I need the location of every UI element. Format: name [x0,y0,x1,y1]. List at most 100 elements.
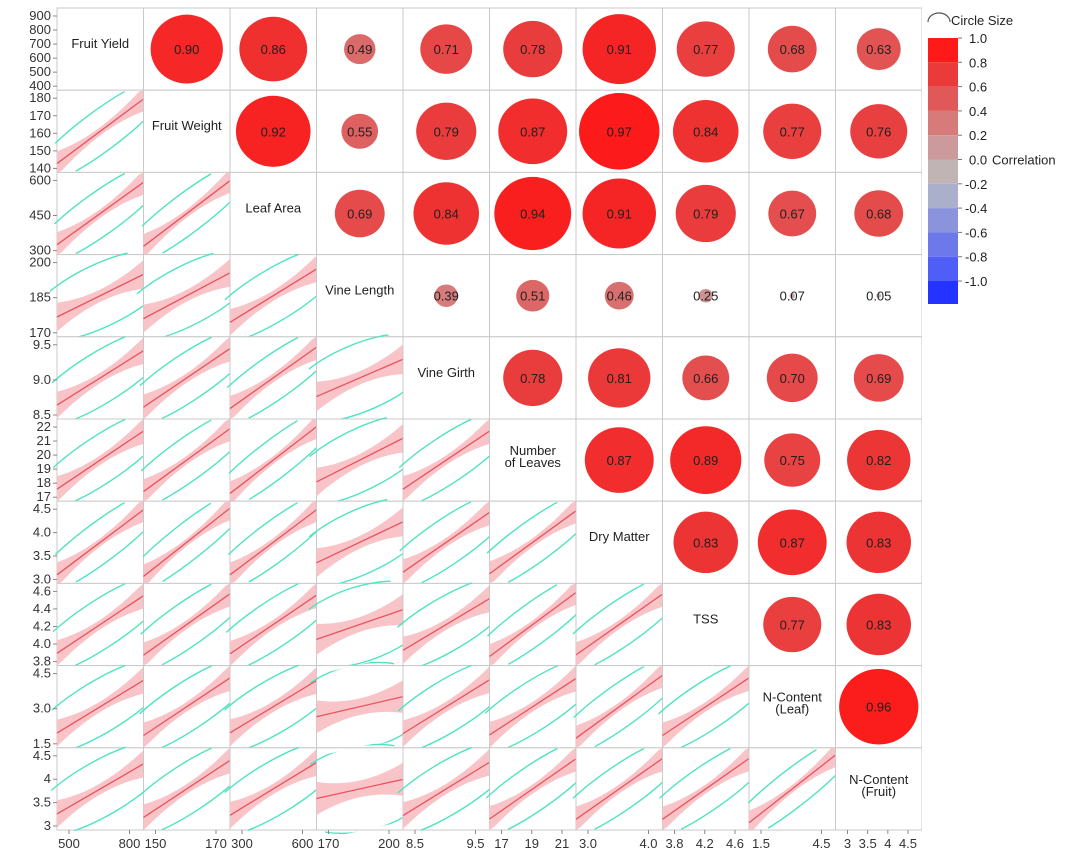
correlation-value: 0.82 [866,453,891,468]
x-tick-label: 3.8 [665,836,683,851]
y-tick-label: 600 [29,172,51,187]
legend-swatch [928,159,958,184]
cell-r5-c8: 0.75 [748,418,836,502]
cell-r1-c3: 0.55 [316,89,404,173]
density-ellipse [305,580,415,669]
cell-frame [748,665,836,749]
cell-r6-c6: Dry Matter [575,500,663,584]
density-ellipse [40,485,160,599]
correlation-value: 0.87 [607,453,632,468]
correlation-value: 0.79 [434,124,459,139]
y-tick-label: 140 [29,160,51,175]
cell-frame [489,418,577,502]
cell-r3-c6: 0.46 [575,254,663,338]
correlation-value: 0.46 [607,289,632,304]
y-tick-label: 150 [29,143,51,158]
correlation-circle [673,511,738,574]
cell-r1-c9: 0.76 [835,89,922,173]
correlation-circle [498,98,568,165]
y-tick-label: 3.0 [33,571,51,586]
fit-line [402,761,490,817]
correlation-circle [767,25,817,73]
y-tick-label: 400 [29,78,51,93]
cell-r8-c9: 0.96 [835,665,922,749]
x-tick-label: 4.6 [726,836,744,851]
x-tick-label: 150 [145,836,167,851]
correlation-value: 0.92 [261,124,286,139]
density-ellipse [302,413,417,507]
correlation-value: 0.83 [866,535,891,550]
correlation-circle [494,176,572,251]
density-ellipse [41,158,160,269]
correlation-value: 0.69 [347,207,372,222]
correlation-circle [856,28,901,71]
variable-label: N-Content [763,690,823,705]
density-ellipse [129,248,245,344]
cell-r3-c8: 0.07 [748,254,836,338]
cell-r3-c4: 0.39 [402,254,490,338]
correlation-value: 0.84 [434,207,459,222]
correlation-circle [584,427,654,493]
cell-r4-c3 [303,333,416,423]
y-tick-label: 9.5 [33,337,51,352]
correlation-circle [582,178,656,249]
correlation-circle [846,511,911,574]
correlation-value: 0.78 [520,42,545,57]
fit-line [575,757,663,820]
cell-r2-c6: 0.91 [575,171,663,256]
density-ellipse [214,738,332,840]
correlation-circle [839,668,919,745]
correlation-circle [698,288,713,303]
correlation-value: 0.67 [780,207,805,222]
correlation-value: 0.66 [693,371,718,386]
fit-line [143,677,231,737]
cell-r8-c2 [214,656,332,757]
correlation-circle [682,355,730,401]
y-tick-label: 3.8 [33,654,51,669]
legend-scale-label: 1.0 [969,31,987,46]
fit-line [56,98,144,165]
density-ellipse [127,156,247,271]
y-tick-label: 8.5 [33,407,51,422]
density-ellipse [387,407,506,513]
fit-line [316,778,404,800]
cell-r0-c3: 0.49 [316,7,404,91]
x-tick-label: 200 [378,836,400,851]
fit-line [316,608,404,641]
cell-r9-c3 [308,743,411,835]
x-tick-label: 4.5 [812,836,830,851]
y-tick-label: 21 [37,433,51,448]
fit-line [402,598,490,651]
cell-r5-c7: 0.89 [662,418,750,502]
density-ellipse [127,404,246,516]
variable-label: Vine Girth [417,365,475,380]
density-ellipse [127,324,246,431]
fit-line [575,674,663,739]
y-tick-label: 300 [29,243,51,258]
density-ellipse [41,326,159,429]
fit-line [143,272,231,320]
correlation-value: 0.86 [261,42,286,57]
correlation-value: 0.97 [607,124,632,139]
fit-line [316,358,404,398]
legend-scale-label: -0.4 [965,201,987,216]
density-ellipse [214,245,332,347]
cell-r1-c7: 0.84 [662,89,750,173]
density-ellipse [213,485,333,599]
correlation-circle [853,354,904,402]
correlation-value: 0.63 [866,42,891,57]
cell-r8-c5 [474,654,592,759]
correlation-value: 0.77 [693,42,718,57]
cell-r1-c0 [41,75,160,188]
correlation-circle [420,24,473,74]
legend-swatch [928,208,958,233]
cell-r2-c9: 0.68 [835,171,922,256]
density-ellipse [473,486,592,598]
fit-line [316,437,404,483]
correlation-circle [672,100,739,163]
correlation-value: 0.94 [520,207,545,222]
cell-r4-c4: Vine Girth [402,336,490,420]
fit-line [229,761,317,816]
cell-r0-c6: 0.91 [575,7,663,91]
y-tick-label: 18 [37,475,51,490]
